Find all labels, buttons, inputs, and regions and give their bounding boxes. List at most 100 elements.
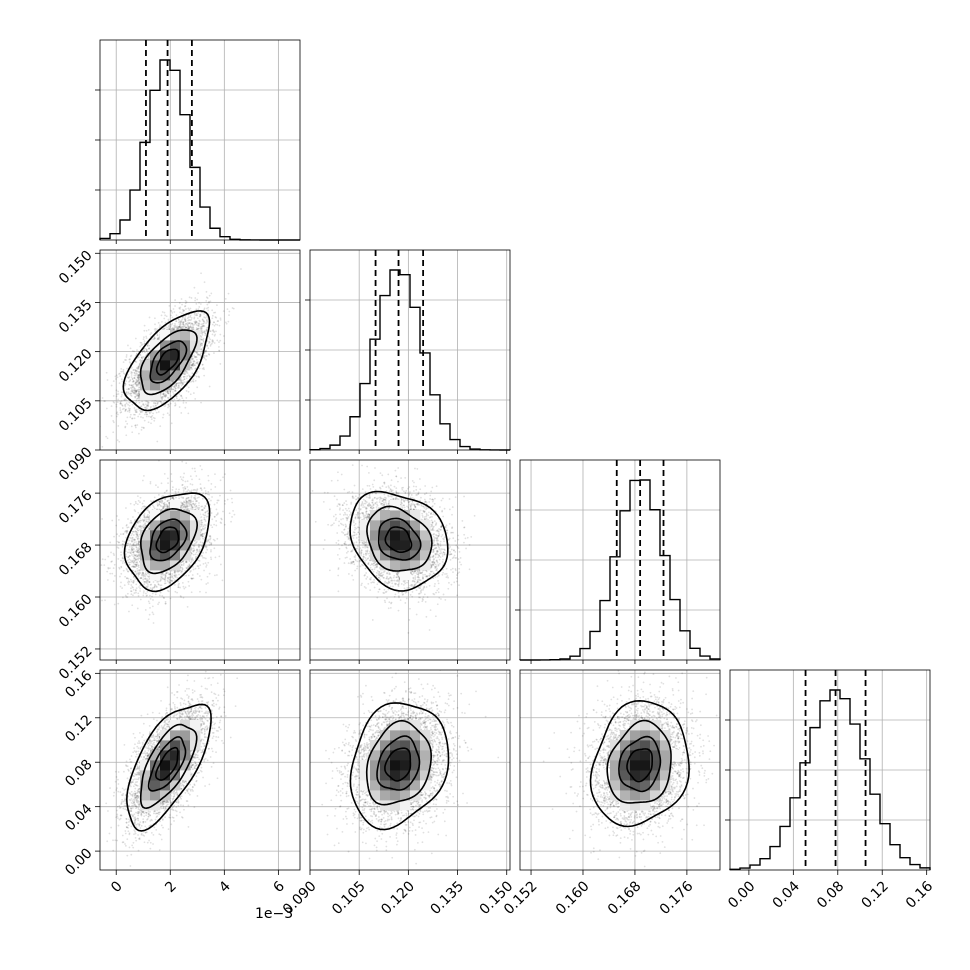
sample-point [121, 408, 124, 411]
sample-point [196, 314, 198, 316]
sample-point [192, 357, 195, 360]
sample-point [115, 415, 118, 418]
sample-point [182, 401, 185, 404]
sample-point [182, 323, 185, 326]
sample-point [174, 402, 177, 405]
sample-point [184, 316, 187, 318]
sample-point [138, 375, 141, 378]
sample-point [124, 409, 127, 411]
sample-point [124, 382, 127, 385]
sample-point [201, 319, 204, 321]
sample-point [200, 342, 203, 345]
sample-point [212, 329, 215, 331]
sample-point [120, 411, 123, 413]
sample-point [202, 319, 205, 322]
sample-point [171, 580, 173, 583]
sample-point [126, 376, 129, 379]
sample-point [163, 317, 166, 320]
sample-point [205, 546, 208, 549]
sample-point [127, 344, 129, 347]
sample-point [132, 369, 135, 371]
sample-point [179, 326, 182, 329]
sample-point [147, 358, 150, 361]
sample-point [171, 496, 174, 499]
sample-point [151, 400, 153, 402]
sample-point [168, 304, 171, 307]
sample-point [194, 322, 197, 324]
sample-point [173, 385, 176, 388]
sample-point [122, 372, 125, 375]
sample-point [140, 356, 143, 359]
sample-point [118, 440, 121, 443]
sample-point [176, 328, 179, 331]
sample-point [204, 334, 207, 337]
sample-point [198, 376, 201, 379]
sample-point [193, 364, 196, 367]
density-cell [140, 380, 151, 391]
sample-point [172, 388, 175, 391]
sample-point [158, 500, 161, 503]
sample-point [182, 321, 184, 323]
sample-point [120, 367, 123, 370]
sample-point [157, 337, 159, 340]
sample-point [198, 306, 201, 308]
sample-point [157, 400, 160, 403]
sample-point [172, 328, 175, 331]
sample-point [194, 321, 196, 324]
sample-point [201, 342, 203, 345]
sample-point [182, 327, 185, 330]
sample-point [189, 325, 192, 328]
sample-point [130, 540, 133, 543]
sample-point [186, 327, 189, 330]
sample-point [190, 364, 193, 367]
sample-point [130, 537, 132, 540]
sample-point [144, 411, 147, 413]
sample-point [176, 327, 179, 330]
sample-point [153, 337, 156, 339]
sample-point [224, 297, 227, 300]
sample-point [129, 401, 132, 403]
sample-point [137, 374, 140, 377]
sample-point [137, 392, 140, 394]
sample-point [158, 501, 161, 503]
sample-point [202, 320, 205, 323]
sample-point [147, 404, 149, 407]
sample-point [186, 372, 189, 374]
sample-point [187, 374, 190, 377]
sample-point [175, 384, 178, 387]
sample-point [196, 386, 199, 389]
sample-point [213, 311, 215, 314]
sample-point [181, 322, 184, 324]
sample-point [137, 392, 140, 395]
sample-point [183, 378, 186, 381]
sample-point [131, 417, 134, 420]
sample-point [128, 388, 130, 390]
sample-point [182, 585, 185, 588]
sample-point [146, 404, 149, 407]
sample-point [197, 353, 199, 356]
sample-point [204, 526, 207, 529]
sample-point [144, 406, 147, 409]
sample-point [150, 418, 153, 421]
sample-point [136, 389, 139, 391]
sample-point [122, 407, 125, 410]
sample-point [187, 326, 190, 329]
sample-point [135, 361, 138, 363]
sample-point [147, 347, 150, 350]
sample-point [135, 550, 138, 553]
sample-point [199, 326, 202, 329]
sample-point [177, 318, 180, 321]
sample-point [136, 380, 139, 382]
sample-point [171, 327, 174, 330]
sample-point [165, 394, 168, 396]
sample-point [148, 581, 151, 584]
sample-point [181, 460, 184, 463]
sample-point [203, 331, 206, 334]
sample-point [161, 505, 164, 508]
sample-point [201, 544, 203, 547]
sample-point [129, 522, 132, 524]
sample-point [188, 375, 191, 378]
sample-point [141, 426, 143, 429]
sample-point [141, 343, 144, 346]
sample-point [137, 375, 140, 378]
